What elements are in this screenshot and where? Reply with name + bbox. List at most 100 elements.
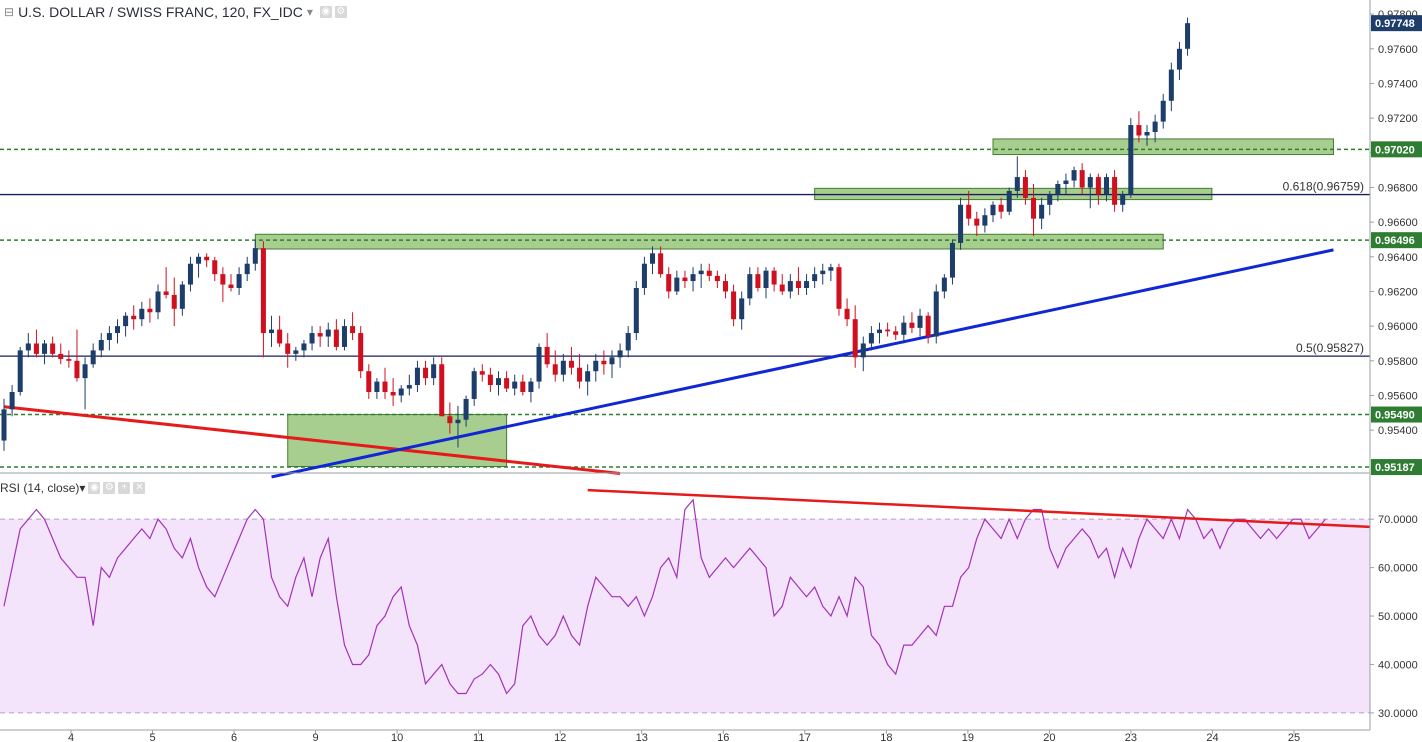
candle[interactable] bbox=[544, 346, 550, 365]
candle[interactable] bbox=[431, 364, 437, 379]
candle[interactable] bbox=[1079, 170, 1085, 188]
candle[interactable] bbox=[358, 333, 364, 372]
candle[interactable] bbox=[698, 270, 704, 275]
candle[interactable] bbox=[601, 360, 607, 365]
candle[interactable] bbox=[1087, 177, 1093, 188]
candle[interactable] bbox=[722, 281, 728, 292]
candle[interactable] bbox=[909, 322, 915, 328]
candle[interactable] bbox=[901, 322, 907, 335]
plus-icon[interactable]: + bbox=[118, 482, 131, 494]
candle[interactable] bbox=[747, 274, 753, 299]
candle[interactable] bbox=[260, 248, 266, 334]
candle[interactable] bbox=[917, 315, 923, 328]
candle[interactable] bbox=[512, 381, 518, 389]
candle[interactable] bbox=[285, 343, 291, 354]
candle[interactable] bbox=[1168, 69, 1174, 101]
square-minus-icon[interactable]: ⊟ bbox=[4, 5, 15, 19]
candle[interactable] bbox=[755, 274, 761, 288]
candle[interactable] bbox=[163, 291, 169, 295]
candle[interactable] bbox=[690, 274, 696, 282]
candle[interactable] bbox=[739, 298, 745, 320]
candle[interactable] bbox=[1160, 100, 1166, 122]
candle[interactable] bbox=[568, 360, 574, 368]
candle[interactable] bbox=[787, 281, 793, 292]
close-icon[interactable]: ✕ bbox=[133, 482, 146, 494]
candle[interactable] bbox=[998, 204, 1004, 212]
candle[interactable] bbox=[244, 263, 250, 275]
candle[interactable] bbox=[933, 291, 939, 337]
candle[interactable] bbox=[1071, 170, 1077, 181]
candle[interactable] bbox=[820, 270, 826, 275]
candle[interactable] bbox=[9, 392, 15, 410]
candle[interactable] bbox=[860, 343, 866, 358]
candle[interactable] bbox=[187, 263, 193, 285]
candle[interactable] bbox=[585, 371, 591, 382]
candle[interactable] bbox=[123, 315, 129, 327]
candle[interactable] bbox=[277, 329, 283, 344]
candle[interactable] bbox=[90, 350, 96, 365]
candle[interactable] bbox=[804, 281, 810, 288]
candle[interactable] bbox=[1120, 194, 1126, 205]
candle[interactable] bbox=[1, 409, 7, 441]
price-pane[interactable]: 0.618(0.96759) 0.5(0.95827) bbox=[0, 17, 1370, 479]
candle[interactable] bbox=[1063, 180, 1069, 184]
candle[interactable] bbox=[325, 329, 331, 337]
candle[interactable] bbox=[520, 381, 526, 392]
candle[interactable] bbox=[966, 204, 972, 219]
candle[interactable] bbox=[941, 277, 947, 292]
candle[interactable] bbox=[779, 284, 785, 292]
candle[interactable] bbox=[528, 381, 534, 392]
candle[interactable] bbox=[196, 256, 202, 264]
candle[interactable] bbox=[731, 291, 737, 320]
candle[interactable] bbox=[147, 308, 153, 313]
candle[interactable] bbox=[714, 275, 720, 282]
candle[interactable] bbox=[536, 346, 542, 382]
candle[interactable] bbox=[504, 378, 510, 389]
candle[interactable] bbox=[374, 381, 380, 392]
support-zone[interactable] bbox=[254, 233, 1164, 250]
candle[interactable] bbox=[106, 333, 112, 340]
candle[interactable] bbox=[812, 274, 818, 282]
candle[interactable] bbox=[974, 218, 980, 226]
candle[interactable] bbox=[1055, 184, 1061, 195]
candle[interactable] bbox=[114, 326, 121, 334]
candle[interactable] bbox=[990, 204, 996, 216]
candle[interactable] bbox=[228, 284, 234, 288]
candle[interactable] bbox=[382, 381, 388, 392]
candle[interactable] bbox=[1144, 132, 1150, 136]
candle[interactable] bbox=[706, 270, 712, 276]
candle[interactable] bbox=[179, 284, 185, 309]
candle[interactable] bbox=[293, 350, 299, 354]
candle[interactable] bbox=[487, 374, 493, 386]
candle[interactable] bbox=[66, 359, 72, 361]
candle[interactable] bbox=[763, 270, 769, 288]
candle[interactable] bbox=[666, 274, 672, 292]
candle[interactable] bbox=[593, 360, 599, 372]
candle[interactable] bbox=[925, 315, 931, 337]
candle[interactable] bbox=[25, 343, 31, 351]
candle[interactable] bbox=[82, 364, 88, 379]
candle[interactable] bbox=[50, 343, 56, 354]
candle[interactable] bbox=[463, 398, 469, 420]
candle[interactable] bbox=[309, 333, 315, 344]
candle[interactable] bbox=[1128, 125, 1134, 195]
candle[interactable] bbox=[398, 388, 404, 396]
candle[interactable] bbox=[1185, 23, 1191, 49]
candle[interactable] bbox=[139, 308, 145, 320]
candle[interactable] bbox=[58, 353, 64, 360]
candle[interactable] bbox=[885, 329, 891, 332]
candle[interactable] bbox=[1112, 177, 1118, 205]
candle[interactable] bbox=[74, 360, 80, 379]
candle[interactable] bbox=[495, 378, 502, 386]
candle[interactable] bbox=[212, 260, 218, 275]
candle[interactable] bbox=[771, 270, 777, 285]
candle[interactable] bbox=[17, 350, 23, 392]
candle[interactable] bbox=[301, 343, 307, 351]
candle[interactable] bbox=[131, 315, 137, 320]
candle[interactable] bbox=[333, 329, 339, 347]
chevron-down-icon[interactable]: ▾ bbox=[306, 5, 313, 19]
candle[interactable] bbox=[617, 350, 623, 358]
candle[interactable] bbox=[236, 274, 242, 288]
candle[interactable] bbox=[317, 333, 323, 337]
